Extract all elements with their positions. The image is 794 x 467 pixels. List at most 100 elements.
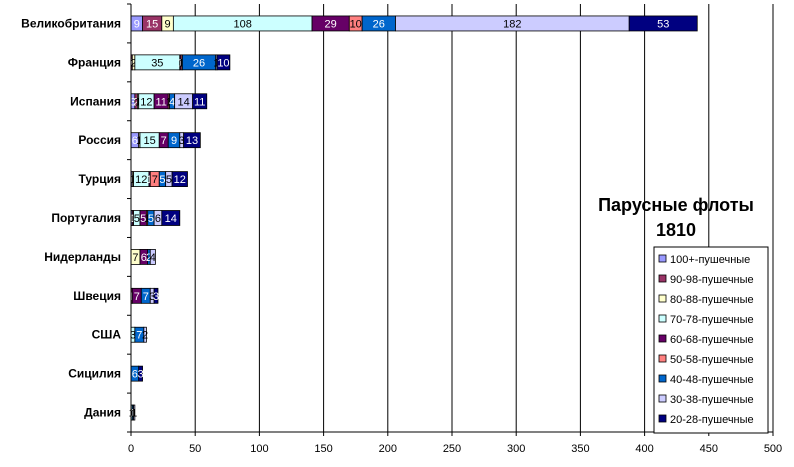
data-label: 4 <box>150 252 156 264</box>
data-label: 4 <box>169 96 175 108</box>
category-label: Франция <box>68 55 121 69</box>
x-tick-label: 150 <box>314 443 332 455</box>
data-label: 108 <box>234 18 252 30</box>
data-label: 1 <box>135 96 141 108</box>
bar-segment <box>216 54 231 71</box>
data-label: 1 <box>177 57 183 69</box>
category-label: Сицилия <box>68 367 121 381</box>
legend: 100+-пушечные 90-98-пушечные 80-88-пушечны… <box>653 246 769 434</box>
data-label: 14 <box>165 213 177 225</box>
legend-entry: 80-88-пушечные <box>670 294 754 306</box>
bar-segment <box>143 326 147 343</box>
x-tick-label: 450 <box>700 443 718 455</box>
x-tick-label: 300 <box>507 443 525 455</box>
chart-title-line2: 1810 <box>656 220 696 240</box>
gridlines <box>194 4 774 432</box>
bar-segment <box>171 171 188 187</box>
legend-swatch <box>658 334 667 343</box>
data-label: 1 <box>166 96 172 108</box>
bar-segment <box>628 15 698 32</box>
data-label: 3 <box>153 291 159 303</box>
data-label: 15 <box>146 18 158 30</box>
legend-entry: 90-98-пушечные <box>670 274 754 286</box>
data-label: 1 <box>129 174 135 186</box>
data-label: 2 <box>146 252 152 264</box>
data-label: 6 <box>155 213 161 225</box>
data-label: 7 <box>134 291 140 303</box>
data-label: 3 <box>138 369 144 381</box>
bar-segment <box>133 404 136 421</box>
data-label: 29 <box>325 18 337 30</box>
data-label: 12 <box>140 96 152 108</box>
x-tick-label: 0 <box>128 443 134 455</box>
data-label: 6 <box>141 252 147 264</box>
data-label: 53 <box>657 18 669 30</box>
data-label: 5 <box>166 174 172 186</box>
chart-title-line1: Парусные флоты <box>598 195 754 215</box>
x-tick-label: 250 <box>443 443 461 455</box>
data-label: 3 <box>130 96 136 108</box>
legend-entry: 70-78-пушечные <box>670 314 754 326</box>
bar-segment <box>153 287 159 304</box>
data-label: 1 <box>129 291 135 303</box>
data-label: 9 <box>134 18 140 30</box>
data-label: 182 <box>503 18 521 30</box>
data-label: 1 <box>136 135 142 147</box>
legend-swatch <box>658 394 667 403</box>
bar-segment <box>161 210 181 226</box>
data-label: 1 <box>129 213 135 225</box>
legend-swatch <box>658 354 667 363</box>
data-label: 1 <box>129 57 135 69</box>
x-tick-label: 350 <box>571 443 589 455</box>
legend-swatch <box>658 294 667 303</box>
legend-swatch <box>658 374 667 383</box>
data-label: 1 <box>144 213 150 225</box>
legend-swatch <box>658 314 667 323</box>
data-label: 3 <box>130 330 136 342</box>
data-label: 14 <box>178 96 190 108</box>
category-label: Португалия <box>51 211 121 225</box>
data-label: 1 <box>213 57 219 69</box>
category-label: Россия <box>78 133 121 147</box>
data-label: 10 <box>217 57 229 69</box>
data-label: 12 <box>174 174 186 186</box>
category-label: Испания <box>70 94 121 108</box>
category-label: Швеция <box>73 289 121 303</box>
legend-swatch <box>658 254 667 263</box>
data-label: 7 <box>152 174 158 186</box>
category-label: США <box>92 328 122 342</box>
data-label: 9 <box>165 18 171 30</box>
data-label: 3 <box>179 135 185 147</box>
data-label: 5 <box>140 213 146 225</box>
category-labels: Великобритания Франция Испания Россия Турция… <box>21 16 121 419</box>
data-label: 15 <box>143 135 155 147</box>
data-label: 7 <box>132 252 138 264</box>
data-label: 5 <box>148 213 154 225</box>
data-label: 9 <box>171 135 177 147</box>
data-label: 6 <box>132 135 138 147</box>
data-label: 1 <box>130 213 136 225</box>
data-label: 2 <box>133 96 139 108</box>
data-label: 6 <box>132 369 138 381</box>
x-tick-label: 100 <box>250 443 268 455</box>
data-label: 1 <box>130 408 136 420</box>
legend-box <box>653 246 769 434</box>
data-label: 1 <box>131 408 137 420</box>
legend-entry: 20-28-пушечные <box>670 414 754 426</box>
data-label: 7 <box>161 135 167 147</box>
data-label: 5 <box>159 174 165 186</box>
data-label: 1 <box>130 174 136 186</box>
data-label: 7 <box>143 291 149 303</box>
data-label: 1 <box>129 408 135 420</box>
data-label: 26 <box>373 18 385 30</box>
legend-entry: 50-58-пушечные <box>670 354 754 366</box>
legend-entry: 60-68-пушечные <box>670 334 754 346</box>
legend-swatch <box>658 274 667 283</box>
legend-entry: 40-48-пушечные <box>670 374 754 386</box>
data-label: 10 <box>350 18 362 30</box>
category-label: Великобритания <box>21 16 121 30</box>
bar-segment <box>192 93 208 110</box>
data-label: 12 <box>135 174 147 186</box>
